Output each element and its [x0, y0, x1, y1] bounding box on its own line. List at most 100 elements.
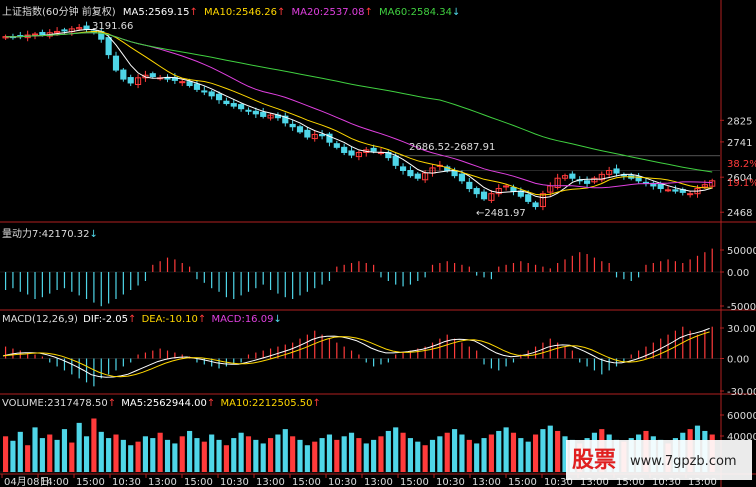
x-tick-label: 15:00: [76, 477, 105, 487]
macd-label: MACD(12,26,9): [2, 314, 78, 325]
up-arrow-icon: ↑: [197, 314, 207, 325]
candle: [142, 74, 149, 79]
candle: [326, 133, 333, 143]
x-tick-label: 04月08日: [4, 476, 49, 487]
candle: [127, 77, 134, 84]
x-tick-label: 15:00: [508, 477, 537, 487]
momentum-label: 量动力7: [2, 229, 39, 240]
candle: [606, 170, 613, 175]
y-tick-label: 30.00: [727, 324, 756, 335]
candle: [664, 189, 672, 192]
candle: [230, 103, 237, 107]
candle: [215, 93, 223, 101]
candle: [179, 81, 186, 84]
candle: [134, 77, 142, 85]
candle: [348, 150, 355, 156]
volume-header: VOLUME:2317478.50↑ MA5:2562944.00↑ MA10:…: [2, 398, 321, 409]
y-tick-label: 40000: [727, 432, 756, 443]
x-tick-label: 13:00: [688, 477, 717, 487]
candle: [289, 123, 296, 128]
chart-title: 上证指数(60分钟 前复权): [2, 7, 116, 18]
down-arrow-icon: ↓: [89, 229, 98, 240]
ma5-line: [5, 29, 713, 199]
candle: [480, 191, 488, 200]
candle: [245, 109, 252, 112]
y-tick-label: 0.00: [727, 355, 749, 366]
candle: [201, 90, 208, 93]
y-tick-label: -50000: [727, 302, 756, 313]
y-tick-label: -30.00: [727, 387, 756, 398]
x-tick-label: 10:30: [544, 477, 573, 487]
candle: [525, 194, 532, 202]
x-tick-label: 13:00: [256, 477, 285, 487]
candle: [31, 33, 39, 36]
x-tick-label: 10:30: [112, 477, 141, 487]
up-arrow-icon: ↑: [312, 398, 321, 409]
macd-header: MACD(12,26,9) DIF:-2.05↑ DEA:-10.10↑ MAC…: [2, 314, 282, 325]
candle: [701, 184, 708, 188]
candle: [193, 83, 201, 90]
candle: [672, 189, 679, 192]
up-arrow-icon: ↑: [206, 398, 216, 409]
ma20-line: [5, 32, 713, 189]
candle: [267, 114, 274, 119]
price-header: 上证指数(60分钟 前复权) MA5:2569.15↑ MA10:2546.26…: [2, 3, 460, 18]
vol-ma5-label: MA5:2562944.00: [121, 398, 207, 409]
x-tick-label: 10:30: [436, 477, 465, 487]
candle: [407, 170, 414, 177]
fib-label: 19.1%: [727, 178, 756, 189]
y-tick-label: 2741: [727, 138, 752, 149]
candle: [105, 37, 112, 56]
ma60-line: [5, 32, 713, 173]
candle: [466, 181, 473, 190]
x-tick-label: 13:00: [364, 477, 393, 487]
up-arrow-icon: ↑: [276, 7, 286, 18]
x-tick-label: 15:00: [616, 477, 645, 487]
y-tick-label: 60000: [727, 411, 756, 422]
x-tick-label: 10:30: [652, 477, 681, 487]
annotation-low: ←2481.97: [476, 208, 526, 219]
candle: [333, 143, 340, 148]
candle: [83, 25, 90, 30]
candle: [149, 73, 156, 78]
ma5-label: MA5:2569.15: [122, 7, 190, 18]
candle: [311, 133, 318, 140]
x-tick-label: 14:00: [40, 477, 69, 487]
candle: [539, 193, 546, 208]
x-tick-label: 10:30: [220, 477, 249, 487]
watermark: 股票 www.7gpzb.com: [566, 440, 752, 480]
y-tick-label: 2825: [727, 116, 752, 127]
candle: [186, 81, 193, 87]
candle: [223, 100, 230, 105]
candle: [319, 133, 326, 137]
ma10-label: MA10:2546.26: [204, 7, 277, 18]
volume-label: VOLUME:2317478.50: [2, 398, 108, 409]
down-arrow-icon: ↓: [273, 314, 282, 325]
candle: [208, 91, 215, 97]
candle: [495, 188, 502, 195]
candle: [296, 126, 304, 133]
vol-ma10-label: MA10:2212505.50: [220, 398, 313, 409]
fib-label: 38.2%: [727, 159, 756, 170]
x-tick-label: 15:00: [400, 477, 429, 487]
candle: [112, 55, 120, 71]
candle: [613, 168, 620, 174]
candle: [473, 188, 480, 195]
momentum-value: :42170.32: [38, 229, 90, 240]
candle: [503, 185, 510, 188]
annotation-resistance: 2686.52-2687.91: [409, 142, 495, 153]
candle: [2, 36, 9, 39]
annotation-high: 3191.66: [92, 21, 133, 32]
macd-value-label: MACD:16.09: [211, 314, 274, 325]
candle: [591, 177, 598, 183]
candle: [532, 202, 539, 208]
candle: [569, 173, 576, 179]
y-tick-label: 2604: [727, 173, 752, 184]
candle: [399, 166, 407, 172]
x-tick-label: 13:00: [148, 477, 177, 487]
x-tick-label: 15:00: [292, 477, 321, 487]
up-arrow-icon: ↑: [189, 7, 198, 18]
watermark-site: www.7gpzb.com: [630, 454, 737, 469]
